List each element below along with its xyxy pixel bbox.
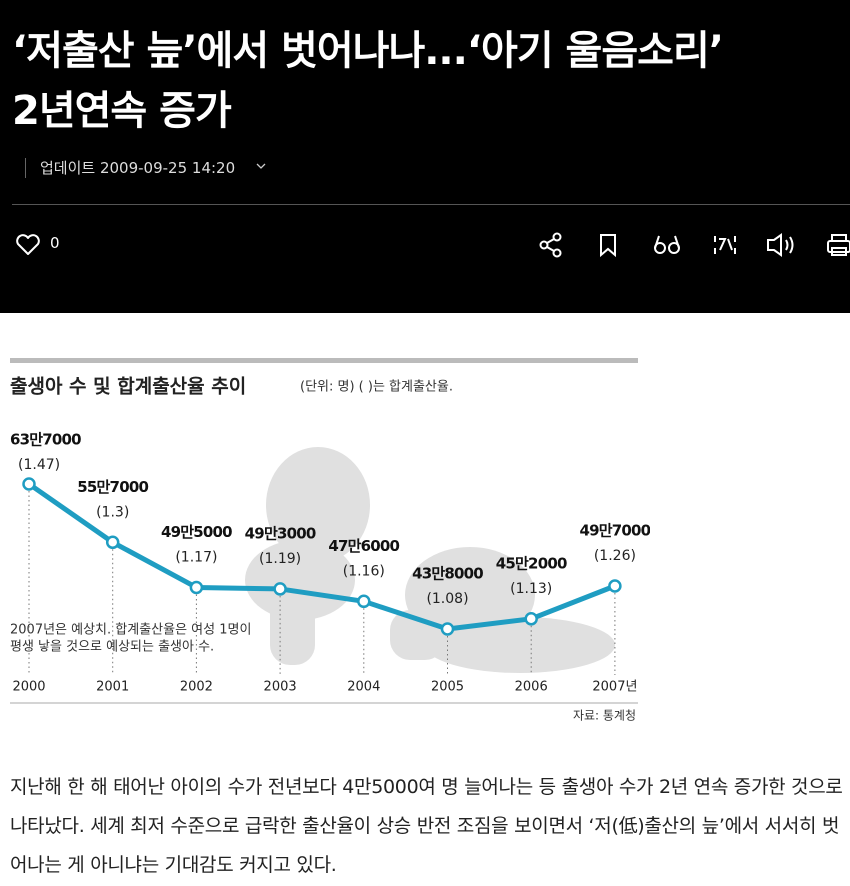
rate-label: (1.08)	[426, 591, 468, 607]
baby-silhouette	[245, 447, 615, 673]
x-tick-label: 2005	[431, 680, 464, 695]
rate-label: (1.17)	[175, 549, 217, 565]
point	[524, 612, 538, 626]
note: 평생 낳을 것으로 예상되는 출생아 수.	[10, 640, 214, 655]
point	[357, 594, 371, 609]
x-tick-label: 2007년	[592, 680, 637, 695]
print-icon[interactable]	[827, 234, 850, 256]
reader-icon[interactable]	[654, 235, 680, 254]
headline: 2년연속 증가	[12, 88, 232, 134]
chart-subtitle: (단위: 명) ( )는 합계출산율.	[300, 380, 453, 395]
point	[189, 580, 204, 595]
rate-label: (1.13)	[510, 581, 552, 597]
toolbar	[539, 232, 850, 258]
value-label: 45만2000	[496, 554, 567, 572]
headline: ‘저출산 늪’에서 벗어나나...‘아기 울음소리’	[12, 28, 724, 74]
rate-label: (1.3)	[96, 504, 129, 520]
point	[105, 535, 120, 550]
value-label: 55만7000	[77, 478, 148, 496]
share-icon[interactable]	[539, 232, 562, 258]
update-time: 업데이트 2009-09-25 14:20	[40, 159, 236, 177]
value-label: 49만7000	[579, 522, 650, 540]
value-label: 49만3000	[245, 524, 316, 542]
rate-label: (1.26)	[594, 548, 636, 564]
like-icon[interactable]	[14, 232, 42, 258]
rate-label: (1.47)	[18, 457, 60, 473]
x-tick-label: 2006	[515, 680, 548, 695]
note: 2007년은 예상치. 합계출산율은 여성 1명이	[10, 623, 251, 638]
bookmark-icon[interactable]	[600, 234, 616, 258]
like-count: 0	[50, 234, 60, 252]
font-icon[interactable]	[714, 236, 736, 254]
value-label: 63만7000	[10, 431, 81, 449]
point	[608, 579, 622, 593]
x-tick-label: 2000	[12, 680, 45, 695]
point	[440, 622, 455, 636]
x-tick-label: 2003	[264, 680, 297, 695]
value-label: 47만6000	[328, 537, 399, 555]
source: 자료: 통계청	[573, 709, 636, 723]
x-tick-label: 2004	[347, 680, 380, 695]
audio-icon[interactable]	[767, 233, 794, 257]
separator	[12, 204, 850, 205]
value-label: 49만5000	[161, 523, 232, 541]
top-rule	[10, 358, 638, 363]
point	[273, 582, 287, 596]
series-line	[27, 481, 616, 632]
chart: 출생아 수 및 합계출산율 추이 (단위: 명) ( )는 합계출산율. 200…	[10, 358, 650, 723]
rate-label: (1.19)	[259, 551, 301, 567]
divider	[25, 158, 26, 178]
rate-label: (1.16)	[343, 563, 385, 579]
chart-title: 출생아 수 및 합계출산율 추이	[10, 376, 246, 398]
x-tick-label: 2001	[96, 680, 129, 695]
expand-icon[interactable]	[255, 160, 267, 172]
point	[22, 477, 36, 491]
x-tick-label: 2002	[180, 680, 213, 695]
article-header: ‘저출산 늪’에서 벗어나나...‘아기 울음소리’ 2년연속 증가 업데이트 …	[0, 0, 850, 313]
article-paragraph: 지난해 한 해 태어난 아이의 수가 전년보다 4만5000여 명 늘어나는 등…	[10, 776, 843, 876]
value-label: 43만8000	[412, 565, 483, 583]
